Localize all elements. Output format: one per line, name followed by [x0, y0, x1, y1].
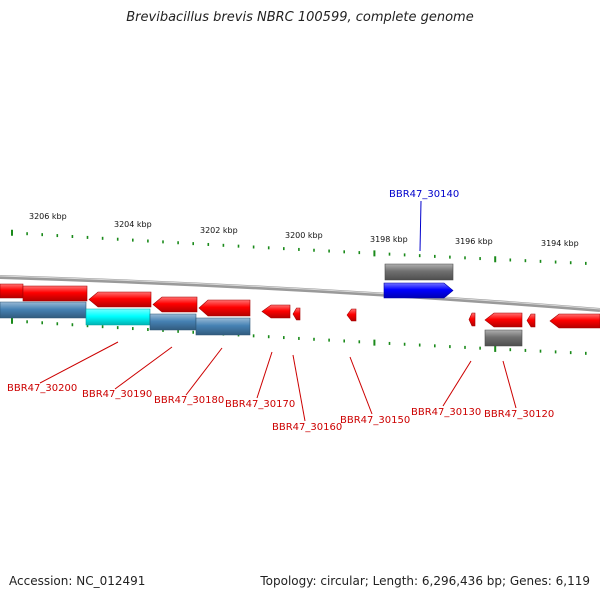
- feature-box[interactable]: [384, 263, 454, 281]
- gene-arrow[interactable]: [292, 307, 301, 321]
- gene-arrow[interactable]: [0, 283, 24, 299]
- gene-arrow[interactable]: [346, 308, 357, 322]
- gene-arrow[interactable]: [526, 313, 536, 328]
- genome-backbone-highlight: [0, 275, 600, 310]
- gene-arrow[interactable]: [88, 291, 152, 308]
- kbp-scale-label: 3200 kbp: [285, 231, 323, 240]
- gene-arrow-highlighted[interactable]: [85, 308, 151, 326]
- gene-arrow[interactable]: [0, 301, 87, 319]
- label-leader-line: [114, 346, 173, 390]
- gene-label-bbr47_30150[interactable]: BBR47_30150: [340, 415, 410, 426]
- kbp-scale-label: 3196 kbp: [455, 237, 493, 246]
- gene-arrow[interactable]: [261, 304, 291, 319]
- label-leader-line: [419, 200, 422, 252]
- label-leader-line: [256, 351, 273, 399]
- gene-arrow[interactable]: [149, 313, 197, 331]
- genome-title: Brevibacillus brevis NBRC 100599, comple…: [126, 10, 474, 25]
- gene-arrow-selected[interactable]: [383, 282, 454, 299]
- label-leader-line: [39, 341, 119, 384]
- label-leader-line: [185, 347, 223, 396]
- genome-backbone: [0, 275, 600, 312]
- gene-label-bbr47_30120[interactable]: BBR47_30120: [484, 409, 554, 420]
- gene-arrow[interactable]: [152, 296, 198, 313]
- gene-label-bbr47_30200[interactable]: BBR47_30200: [7, 383, 77, 394]
- kbp-scale-label: 3198 kbp: [370, 235, 408, 244]
- label-leader-line: [502, 360, 517, 409]
- gene-label-bbr47_30130[interactable]: BBR47_30130: [411, 407, 481, 418]
- gene-label-bbr47_30180[interactable]: BBR47_30180: [154, 395, 224, 406]
- topology-text: Topology: circular; Length: 6,296,436 bp…: [260, 574, 590, 588]
- label-leader-line: [442, 360, 472, 407]
- accession-text: Accession: NC_012491: [9, 574, 146, 588]
- kbp-scale-label: 3194 kbp: [541, 239, 579, 248]
- kbp-scale-label: 3206 kbp: [29, 212, 67, 221]
- gene-label-bbr47_30170[interactable]: BBR47_30170: [225, 399, 295, 410]
- label-leader-line: [292, 354, 306, 422]
- feature-box[interactable]: [484, 329, 523, 347]
- gene-label-bbr47_30160[interactable]: BBR47_30160: [272, 422, 342, 433]
- kbp-scale-label: 3204 kbp: [114, 220, 152, 229]
- kbp-scale-label: 3202 kbp: [200, 226, 238, 235]
- gene-arrow[interactable]: [549, 313, 600, 329]
- gene-arrow[interactable]: [468, 312, 476, 327]
- gene-arrow[interactable]: [195, 317, 251, 336]
- gene-arrow[interactable]: [198, 299, 251, 317]
- label-leader-line: [349, 356, 373, 415]
- gene-arrow[interactable]: [22, 285, 88, 302]
- gene-label-bbr47_30190[interactable]: BBR47_30190: [82, 389, 152, 400]
- gene-label-bbr47_30140[interactable]: BBR47_30140: [389, 189, 459, 200]
- gene-arrow[interactable]: [484, 312, 523, 328]
